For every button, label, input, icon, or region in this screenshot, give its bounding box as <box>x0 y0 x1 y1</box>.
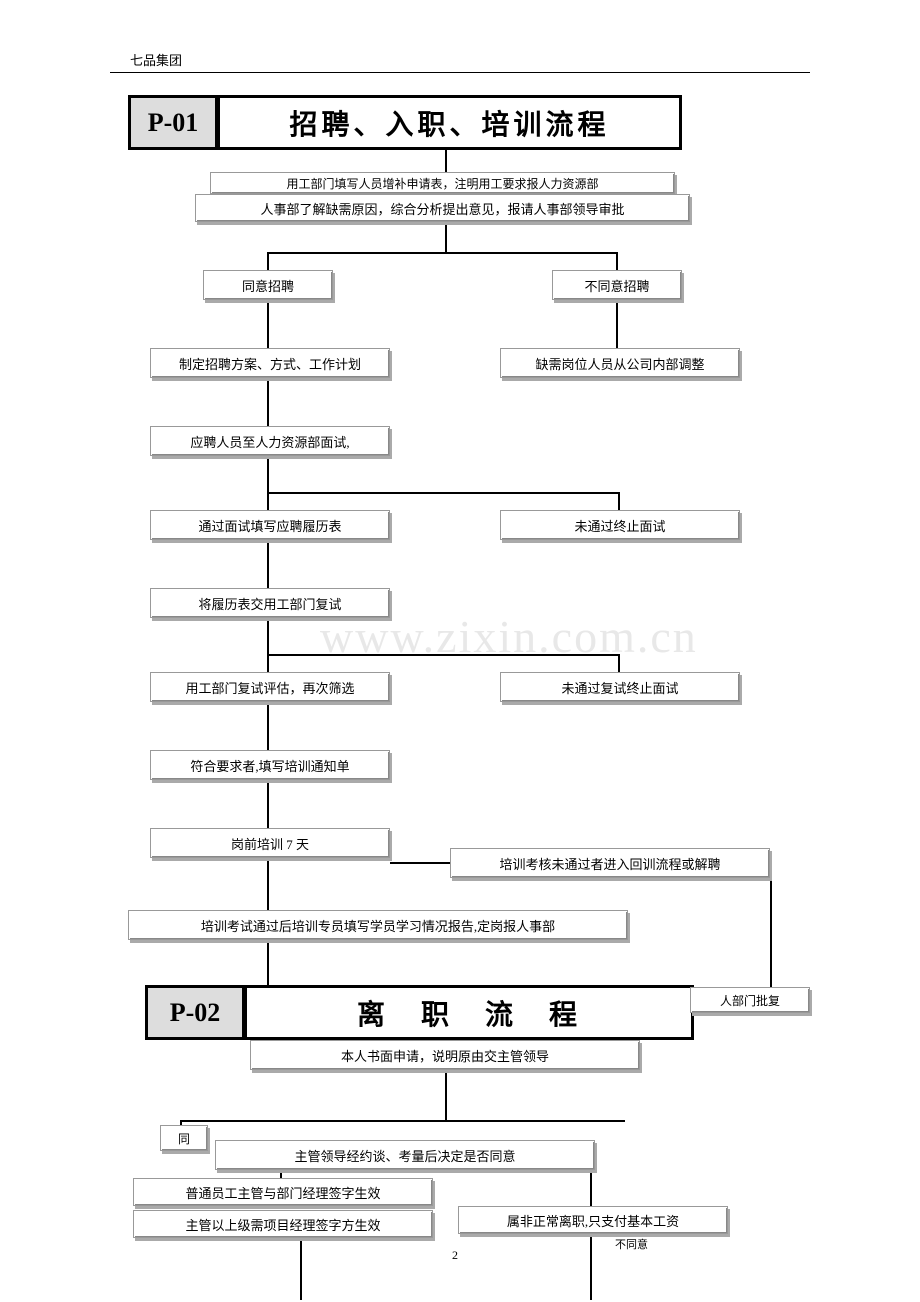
title2-text: 离 职 流 程 <box>244 985 694 1040</box>
connector <box>267 456 269 492</box>
connector <box>267 858 269 910</box>
connector <box>267 780 269 828</box>
connector <box>300 1240 302 1300</box>
connector <box>618 654 620 672</box>
connector <box>267 300 269 348</box>
box-b11: 培训考试通过后培训专员填写学员学习情况报告,定岗报人事部 <box>128 910 628 940</box>
connector <box>267 492 620 494</box>
connector <box>280 1170 282 1178</box>
connector <box>180 1120 625 1122</box>
box-b5l: 通过面试填写应聘履历表 <box>150 510 390 540</box>
box-b9: 岗前培训 7 天 <box>150 828 390 858</box>
box-c3a: 普通员工主管与部门经理签字生效 <box>133 1178 433 1206</box>
title1-code: P-01 <box>128 95 218 150</box>
box-c3b: 主管以上级需项目经理签字方生效 <box>133 1210 433 1238</box>
connector <box>267 654 269 672</box>
box-b3l: 制定招聘方案、方式、工作计划 <box>150 348 390 378</box>
box-b4: 应聘人员至人力资源部面试, <box>150 426 390 456</box>
box-b8: 符合要求者,填写培训通知单 <box>150 750 390 780</box>
page-number: 2 <box>452 1248 458 1263</box>
box-b12r: 人部门批复 <box>690 987 810 1013</box>
box-c3r: 属非正常离职,只支付基本工资 <box>458 1206 728 1234</box>
connector <box>616 300 618 348</box>
connector <box>590 1234 592 1300</box>
connector <box>267 618 269 654</box>
connector <box>445 222 447 252</box>
connector <box>445 150 447 172</box>
title2-code: P-02 <box>145 985 245 1040</box>
connector <box>267 940 269 985</box>
box-b1b: 人事部了解缺需原因，综合分析提出意见，报请人事部领导审批 <box>195 194 690 222</box>
header-rule <box>110 72 810 73</box>
company-header: 七品集团 <box>130 50 182 69</box>
connector <box>267 702 269 750</box>
connector <box>267 492 269 510</box>
connector <box>390 862 450 864</box>
box-b5r: 未通过终止面试 <box>500 510 740 540</box>
connector <box>590 1170 592 1206</box>
label-disagree: 不同意 <box>615 1236 648 1252</box>
connector <box>618 492 620 510</box>
connector <box>445 1070 447 1120</box>
box-b10r: 培训考核未通过者进入回训流程或解聘 <box>450 848 770 878</box>
connector <box>267 252 269 270</box>
box-b1a: 用工部门填写人员增补申请表，注明用工要求报人力资源部 <box>210 172 675 194</box>
box-b2r: 不同意招聘 <box>552 270 682 300</box>
box-b3r: 缺需岗位人员从公司内部调整 <box>500 348 740 378</box>
connector <box>267 252 617 254</box>
box-b6: 将履历表交用工部门复试 <box>150 588 390 618</box>
box-c1: 本人书面申请，说明原由交主管领导 <box>250 1040 640 1070</box>
title1-text: 招聘、入职、培训流程 <box>217 95 682 150</box>
box-b7r: 未通过复试终止面试 <box>500 672 740 702</box>
page: 七品集团 www.zixin.com.cn 2 P-01 招聘、入职、培训流程 … <box>0 0 920 1302</box>
connector <box>267 378 269 426</box>
box-c2: 主管领导经约谈、考量后决定是否同意 <box>215 1140 595 1170</box>
box-b7l: 用工部门复试评估，再次筛选 <box>150 672 390 702</box>
box-b2l: 同意招聘 <box>203 270 333 300</box>
connector <box>267 654 620 656</box>
connector <box>267 540 269 588</box>
box-c2a: 同 <box>160 1125 208 1151</box>
connector <box>616 252 618 270</box>
